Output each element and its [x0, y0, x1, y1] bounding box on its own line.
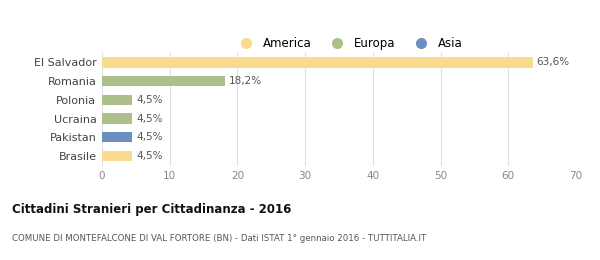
Text: COMUNE DI MONTEFALCONE DI VAL FORTORE (BN) - Dati ISTAT 1° gennaio 2016 - TUTTIT: COMUNE DI MONTEFALCONE DI VAL FORTORE (B…: [12, 234, 426, 243]
Text: 4,5%: 4,5%: [137, 151, 163, 161]
Text: Cittadini Stranieri per Cittadinanza - 2016: Cittadini Stranieri per Cittadinanza - 2…: [12, 203, 292, 216]
Bar: [102, 76, 225, 86]
Bar: [102, 95, 133, 105]
Legend: America, Europa, Asia: America, Europa, Asia: [230, 33, 467, 55]
Text: 18,2%: 18,2%: [229, 76, 262, 86]
Text: 4,5%: 4,5%: [137, 114, 163, 124]
Text: 4,5%: 4,5%: [137, 132, 163, 142]
Bar: [102, 151, 133, 161]
Bar: [102, 132, 133, 142]
Text: 4,5%: 4,5%: [137, 95, 163, 105]
Text: 63,6%: 63,6%: [537, 57, 570, 67]
Bar: [102, 113, 133, 124]
Bar: [102, 57, 533, 68]
